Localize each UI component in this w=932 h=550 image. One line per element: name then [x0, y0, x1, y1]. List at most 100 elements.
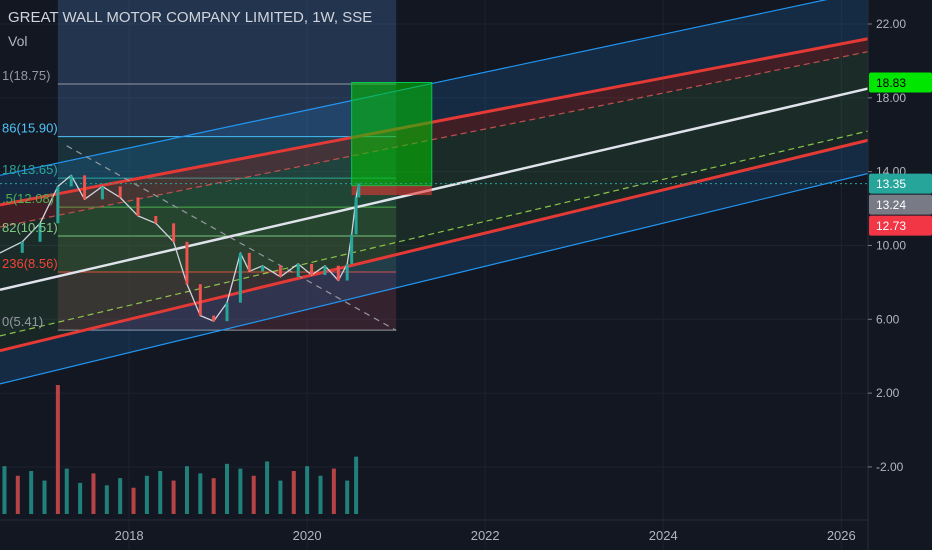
time-axis-label: 2026 — [827, 528, 856, 543]
channel-center-line — [0, 87, 869, 291]
volume-bar — [15, 475, 20, 514]
channel-outer-lower-band — [0, 140, 868, 384]
price-candle — [38, 223, 42, 242]
fib-level-label: 18(13.65) — [2, 162, 58, 177]
price-candle — [172, 223, 176, 242]
price-axis-label: -2.00 — [876, 460, 904, 474]
fib-zone — [57, 83, 397, 137]
price-tag-label: 13.24 — [876, 198, 906, 212]
trend-dashed-line — [66, 145, 397, 331]
volume-indicator-label[interactable]: Vol — [8, 33, 28, 49]
price-candle — [296, 263, 300, 277]
volume-bar — [91, 473, 96, 514]
price-axis-label: 10.00 — [876, 238, 906, 252]
chart-title: GREAT WALL MOTOR COMPANY LIMITED, 1W, SS… — [8, 9, 373, 26]
time-axis-label: 2020 — [293, 528, 322, 543]
price-candle — [56, 186, 60, 224]
volume-bar — [291, 471, 296, 514]
volume-bar — [331, 468, 336, 514]
volume-bar — [278, 480, 283, 514]
price-tag-background — [869, 173, 932, 194]
price-candle — [83, 175, 87, 200]
price-tag-background — [869, 194, 932, 215]
fib-level-label: 0(5.41) — [2, 314, 43, 329]
volume-bar — [144, 475, 149, 514]
fib-level-label: 236(8.56) — [2, 256, 58, 271]
price-axis-label: 18.00 — [876, 91, 906, 105]
volume-bar — [184, 466, 189, 514]
volume-bar — [64, 468, 69, 514]
price-tag-background — [869, 72, 932, 93]
channel-middle-band — [0, 51, 868, 336]
time-axis-label: 2024 — [649, 528, 678, 543]
price-candle — [336, 265, 340, 281]
price-axis-label: 6.00 — [876, 312, 900, 326]
volume-bar — [265, 461, 270, 514]
price-candle — [247, 252, 251, 272]
price-tag-label: 18.83 — [876, 76, 906, 90]
volume-bar — [131, 487, 136, 514]
volume-bar — [354, 456, 359, 514]
volume-bar — [104, 485, 109, 514]
volume-bar — [238, 468, 243, 514]
volume-bar — [55, 385, 60, 514]
volume-bar — [171, 480, 176, 514]
fib-zone-top — [57, 0, 397, 84]
price-tag-label: 13.35 — [876, 177, 906, 191]
channel-dashed-lower-line — [0, 130, 869, 337]
volume-bar — [118, 478, 123, 514]
price-candle — [154, 215, 158, 224]
price-candle — [323, 265, 327, 275]
price-candle — [278, 265, 282, 277]
price-tag-label: 12.73 — [876, 219, 906, 233]
price-candle — [100, 186, 104, 200]
price-candle — [20, 241, 24, 253]
long-position-target-zone — [351, 82, 433, 187]
volume-bar — [158, 471, 163, 514]
volume-bar — [318, 475, 323, 514]
fib-zone — [57, 136, 397, 179]
price-candle — [310, 263, 314, 275]
price-candle — [345, 263, 349, 281]
price-candle — [354, 197, 358, 235]
fib-level-label: 1(18.75) — [2, 68, 50, 83]
volume-bar — [78, 482, 83, 514]
price-candle — [357, 183, 361, 198]
volume-bar — [211, 478, 216, 514]
price-axis-label: 2.00 — [876, 386, 900, 400]
volume-bar — [225, 463, 230, 514]
volume-bar — [2, 466, 7, 514]
volume-bar — [345, 480, 350, 514]
volume-bar — [198, 473, 203, 514]
volume-bar — [305, 466, 310, 514]
price-candle — [238, 252, 242, 303]
channel-inner-lower-band — [0, 131, 868, 351]
volume-bar — [42, 480, 47, 514]
time-axis-label: 2022 — [471, 528, 500, 543]
price-candle — [69, 175, 73, 187]
fib-level-label: .5(12.08) — [2, 191, 54, 206]
fib-level-label: 86(15.90) — [2, 121, 58, 136]
fib-level-label: 82(10.51) — [2, 220, 58, 235]
channel-inner-upper-band — [0, 38, 868, 228]
price-candle — [185, 241, 189, 285]
price-candle — [225, 302, 229, 322]
long-position-stop-zone — [351, 185, 432, 196]
channel-dashed-upper-line — [0, 51, 869, 228]
volume-bar — [29, 471, 34, 514]
time-axis-label: 2018 — [115, 528, 144, 543]
channel-outer-upper-line — [0, 0, 828, 176]
price-candle — [212, 315, 216, 322]
channel-outer-upper-band — [0, 0, 868, 205]
price-candle — [198, 284, 202, 316]
channel-inner-lower-line — [0, 138, 869, 353]
price-axis-label: 22.00 — [876, 17, 906, 31]
channel-outer-lower-line — [0, 172, 869, 385]
price-tag-background — [869, 215, 932, 236]
channel-inner-upper-line — [0, 37, 869, 207]
price-candle — [350, 234, 354, 264]
price-candle — [136, 197, 140, 216]
